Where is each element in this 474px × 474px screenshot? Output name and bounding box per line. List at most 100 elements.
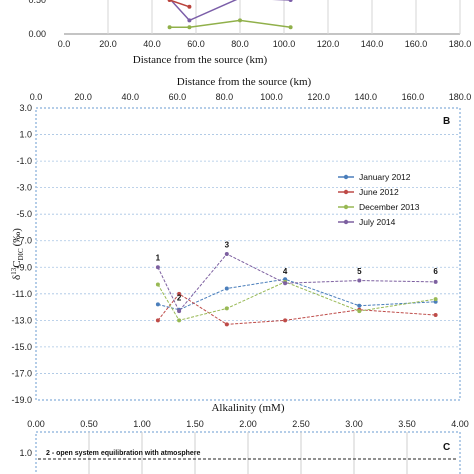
panel-b-series-point bbox=[177, 291, 182, 296]
panel-b-series-point bbox=[155, 282, 160, 287]
panel-b-series-point bbox=[224, 322, 229, 327]
top-x-tick-label: 100.0 bbox=[273, 39, 296, 49]
top-x-tick-label: 180.0 bbox=[449, 39, 472, 49]
panel-b-y-tick-label: 1.0 bbox=[19, 130, 32, 140]
panel-b-series-point bbox=[155, 318, 160, 323]
top-series-point bbox=[288, 25, 293, 30]
top-x-tick-label: 140.0 bbox=[361, 39, 384, 49]
top-x-axis-label: Distance from the source (km) bbox=[133, 54, 268, 66]
legend-swatch-marker bbox=[343, 219, 349, 225]
top-gridlines bbox=[64, 0, 461, 35]
panel-b-top-axis-label: Distance from the source (km) bbox=[177, 76, 312, 88]
panel-b-point-label: 4 bbox=[283, 267, 288, 276]
panel-c-y-tick: 1.0 bbox=[19, 448, 32, 458]
panel-b-gridlines bbox=[36, 134, 460, 374]
panel-b-x-tick-label: 1.00 bbox=[133, 419, 151, 429]
panel-b-top-x-tick-label: 40.0 bbox=[121, 92, 139, 102]
panel-b-x-tick-label: 1.50 bbox=[186, 419, 204, 429]
top-series-point bbox=[238, 18, 242, 23]
panel-b: Distance from the source (km) 0.0 20.0 40.… bbox=[10, 76, 471, 429]
legend-entry-label: January 2012 bbox=[359, 172, 411, 182]
top-x-tick-label: 40.0 bbox=[143, 39, 161, 49]
panel-b-y-tick-label: -19.0 bbox=[11, 395, 32, 405]
panel-b-x-tick-label: 4.00 bbox=[451, 419, 469, 429]
panel-b-series-point bbox=[224, 252, 229, 256]
panel-b-y-tick-label: -1.0 bbox=[16, 156, 32, 166]
panel-b-x-tick-label: 0.50 bbox=[80, 419, 98, 429]
panel-b-y-tick-label: -7.0 bbox=[16, 236, 32, 246]
panel-b-top-x-tick-label: 0.0 bbox=[30, 92, 43, 102]
panel-b-y-tick-label: -5.0 bbox=[16, 209, 32, 219]
top-y-tick-label: 0.00 bbox=[28, 29, 46, 39]
panel-b-top-x-tick-label: 20.0 bbox=[74, 92, 92, 102]
top-series-point bbox=[187, 18, 192, 23]
svg-text:δ13CDIC(‰): δ13CDIC(‰) bbox=[10, 228, 25, 280]
panel-b-x-tick-label: 2.50 bbox=[292, 419, 310, 429]
panel-b-letter: B bbox=[443, 116, 450, 127]
panel-b-series-point bbox=[155, 265, 160, 270]
panel-b-y-tick-label: -15.0 bbox=[11, 342, 32, 352]
panel-c: 1.0 2 - open system equilibration with a… bbox=[19, 431, 461, 474]
panel-b-point-label: 6 bbox=[433, 267, 438, 276]
legend-entry-label: July 2014 bbox=[359, 217, 396, 227]
panel-b-point-label: 5 bbox=[357, 267, 362, 276]
y-label-sub: DIC bbox=[17, 248, 25, 260]
panel-b-y-tick-label: -11.0 bbox=[12, 289, 32, 299]
panel-b-top-x-tick-label: 60.0 bbox=[169, 92, 187, 102]
panel-b-series-point bbox=[357, 309, 362, 314]
panel-b-series-point bbox=[357, 278, 362, 283]
panel-b-y-tick-label: -3.0 bbox=[16, 183, 32, 193]
top-x-tick-label: 80.0 bbox=[231, 39, 249, 49]
panel-b-series-point bbox=[283, 318, 288, 323]
panel-b-point-label: 3 bbox=[225, 240, 230, 249]
panel-b-point-label: 1 bbox=[156, 254, 161, 263]
panel-c-letter: C bbox=[443, 442, 450, 453]
y-label-unit: (‰) bbox=[11, 228, 23, 247]
top-panel: 0.50 0.00 0.0 20.0 40.0 60.0 80.0 100.0 120.0 14… bbox=[28, 0, 471, 66]
top-x-tick-label: 0.0 bbox=[58, 39, 71, 49]
panel-b-top-x-tick-label: 80.0 bbox=[216, 92, 234, 102]
panel-b-y-axis-label: δ13CDIC(‰) bbox=[10, 228, 25, 280]
panel-b-y-tick-label: 3.0 bbox=[19, 103, 32, 113]
panel-b-frame bbox=[35, 107, 461, 401]
panel-b-x-tick-label: 3.50 bbox=[398, 419, 416, 429]
panel-b-series-point bbox=[224, 306, 229, 311]
panel-b-series bbox=[155, 252, 438, 327]
top-x-ticks: 0.0 20.0 40.0 60.0 80.0 100.0 120.0 140.0 160.0 1… bbox=[58, 39, 472, 49]
legend-entry-label: June 2012 bbox=[359, 187, 399, 197]
panel-b-series-point bbox=[357, 303, 362, 308]
y-label-c: C bbox=[11, 260, 23, 267]
legend-swatch-marker bbox=[343, 174, 349, 180]
y-label-delta: δ bbox=[11, 275, 23, 280]
top-series-point bbox=[167, 25, 172, 30]
legend-swatch-marker bbox=[343, 204, 349, 210]
top-x-tick-label: 20.0 bbox=[99, 39, 117, 49]
top-series-line bbox=[169, 0, 291, 22]
top-series-point bbox=[187, 25, 192, 30]
panel-b-x-ticks: 0.00 0.50 1.00 1.50 2.00 2.50 3.00 3.50 4.00 bbox=[27, 419, 469, 429]
top-series-point bbox=[167, 0, 172, 2]
panel-b-series-point bbox=[283, 281, 288, 286]
panel-b-top-x-tick-label: 140.0 bbox=[355, 92, 378, 102]
top-x-tick-label: 60.0 bbox=[187, 39, 205, 49]
top-series-point bbox=[187, 4, 192, 9]
top-y-ticks: 0.50 0.00 bbox=[28, 0, 46, 39]
top-series bbox=[167, 0, 293, 30]
panel-b-legend: January 2012 June 2012 December 2013 July 2… bbox=[338, 172, 420, 227]
panel-b-top-x-tick-label: 120.0 bbox=[307, 92, 330, 102]
panel-b-point-labels: 1 2 3 4 5 6 bbox=[156, 240, 439, 302]
top-x-tick-label: 160.0 bbox=[405, 39, 428, 49]
panel-b-point-label: 2 bbox=[177, 293, 182, 302]
panel-b-series-point bbox=[155, 302, 160, 307]
panel-b-x-tick-label: 0.00 bbox=[27, 419, 45, 429]
panel-b-series-point bbox=[433, 279, 438, 284]
panel-c-annotation: 2 - open system equilibration with atmos… bbox=[46, 450, 201, 457]
panel-b-series-line bbox=[157, 281, 436, 321]
y-label-sup: 13 bbox=[10, 267, 18, 275]
panel-b-series-point bbox=[177, 309, 182, 314]
legend-entry-label: December 2013 bbox=[359, 202, 420, 212]
panel-b-series-point bbox=[433, 313, 438, 318]
panel-b-x-axis-label: Alkalinity (mM) bbox=[211, 402, 284, 414]
panel-b-top-x-ticks: 0.0 20.0 40.0 60.0 80.0 100.0 120.0 140.0 160.0 1… bbox=[30, 92, 472, 102]
